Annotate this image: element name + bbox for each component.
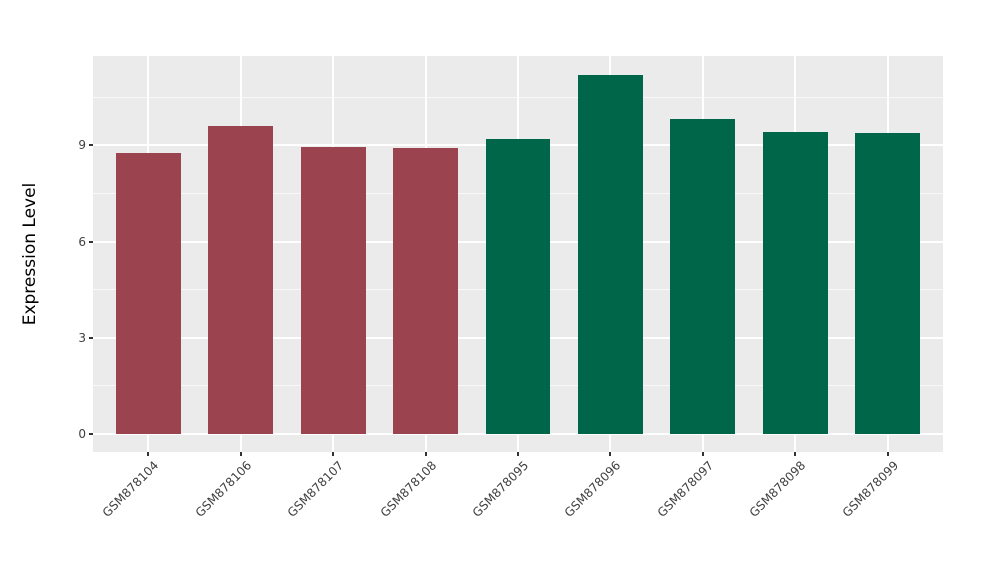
y-tick-mark <box>89 336 93 339</box>
bar-GSM878107 <box>300 146 366 434</box>
bar-GSM878095 <box>485 139 551 434</box>
x-tick-mark <box>886 452 889 456</box>
x-tick-label: GSM878096 <box>562 458 624 520</box>
x-tick-mark <box>332 452 335 456</box>
x-tick-label: GSM878104 <box>100 458 162 520</box>
x-tick-label: GSM878097 <box>654 458 716 520</box>
y-tick-label: 3 <box>78 330 86 345</box>
x-tick-label: GSM878099 <box>839 458 901 520</box>
x-tick-mark <box>424 452 427 456</box>
bar-GSM878104 <box>116 153 181 434</box>
bar-GSM878108 <box>393 147 458 434</box>
x-tick-mark <box>517 452 519 456</box>
y-tick-mark <box>89 144 93 147</box>
y-tick-mark <box>89 432 93 435</box>
y-tick-label: 9 <box>78 138 86 153</box>
y-tick-label: 6 <box>78 234 86 249</box>
x-tick-mark <box>239 452 242 456</box>
bar-GSM878099 <box>855 133 920 434</box>
x-tick-label: GSM878098 <box>746 458 809 520</box>
y-tick-mark <box>89 240 93 243</box>
x-tick-label: GSM878095 <box>469 458 532 520</box>
bar-GSM878106 <box>208 126 274 434</box>
bar-GSM878096 <box>578 74 643 434</box>
bar-GSM878097 <box>670 119 736 434</box>
x-tick-label: GSM878106 <box>192 458 255 520</box>
bar-GSM878098 <box>762 131 828 434</box>
y-tick-label: 0 <box>78 426 86 441</box>
x-tick-label: GSM878107 <box>284 458 347 520</box>
x-tick-mark <box>609 452 612 456</box>
y-axis-title: Expression Level <box>20 182 40 326</box>
x-tick-mark <box>794 452 797 456</box>
x-tick-mark <box>147 452 150 456</box>
x-tick-mark <box>701 452 704 456</box>
plot-panel <box>93 56 943 452</box>
x-tick-label: GSM878108 <box>377 458 439 520</box>
